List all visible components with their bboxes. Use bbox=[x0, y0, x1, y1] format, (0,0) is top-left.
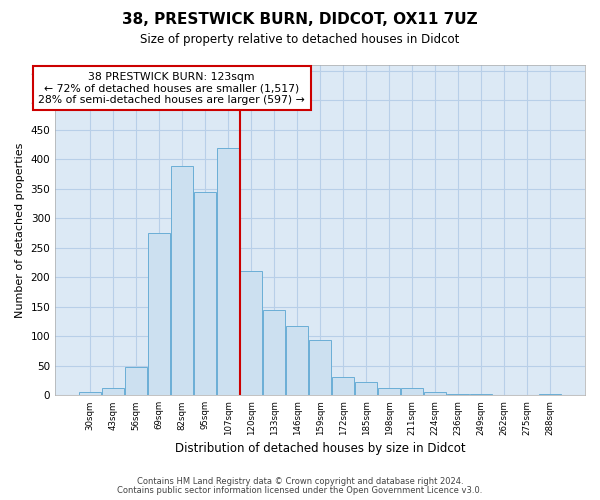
Bar bbox=[539, 394, 561, 396]
Bar bbox=[194, 192, 216, 396]
Bar bbox=[217, 148, 239, 396]
Bar bbox=[102, 388, 124, 396]
Bar bbox=[171, 166, 193, 396]
Bar bbox=[263, 310, 285, 396]
Bar bbox=[424, 392, 446, 396]
Bar bbox=[286, 326, 308, 396]
Text: Contains public sector information licensed under the Open Government Licence v3: Contains public sector information licen… bbox=[118, 486, 482, 495]
Y-axis label: Number of detached properties: Number of detached properties bbox=[15, 142, 25, 318]
X-axis label: Distribution of detached houses by size in Didcot: Distribution of detached houses by size … bbox=[175, 442, 466, 455]
Bar bbox=[125, 367, 147, 396]
Text: 38 PRESTWICK BURN: 123sqm
← 72% of detached houses are smaller (1,517)
28% of se: 38 PRESTWICK BURN: 123sqm ← 72% of detac… bbox=[38, 72, 305, 105]
Text: Contains HM Land Registry data © Crown copyright and database right 2024.: Contains HM Land Registry data © Crown c… bbox=[137, 477, 463, 486]
Bar bbox=[240, 272, 262, 396]
Bar bbox=[378, 388, 400, 396]
Bar bbox=[79, 392, 101, 396]
Bar bbox=[470, 394, 492, 396]
Text: Size of property relative to detached houses in Didcot: Size of property relative to detached ho… bbox=[140, 32, 460, 46]
Text: 38, PRESTWICK BURN, DIDCOT, OX11 7UZ: 38, PRESTWICK BURN, DIDCOT, OX11 7UZ bbox=[122, 12, 478, 28]
Bar bbox=[401, 388, 423, 396]
Bar bbox=[332, 377, 354, 396]
Bar bbox=[447, 394, 469, 396]
Bar bbox=[309, 340, 331, 396]
Bar bbox=[355, 382, 377, 396]
Bar bbox=[148, 233, 170, 396]
